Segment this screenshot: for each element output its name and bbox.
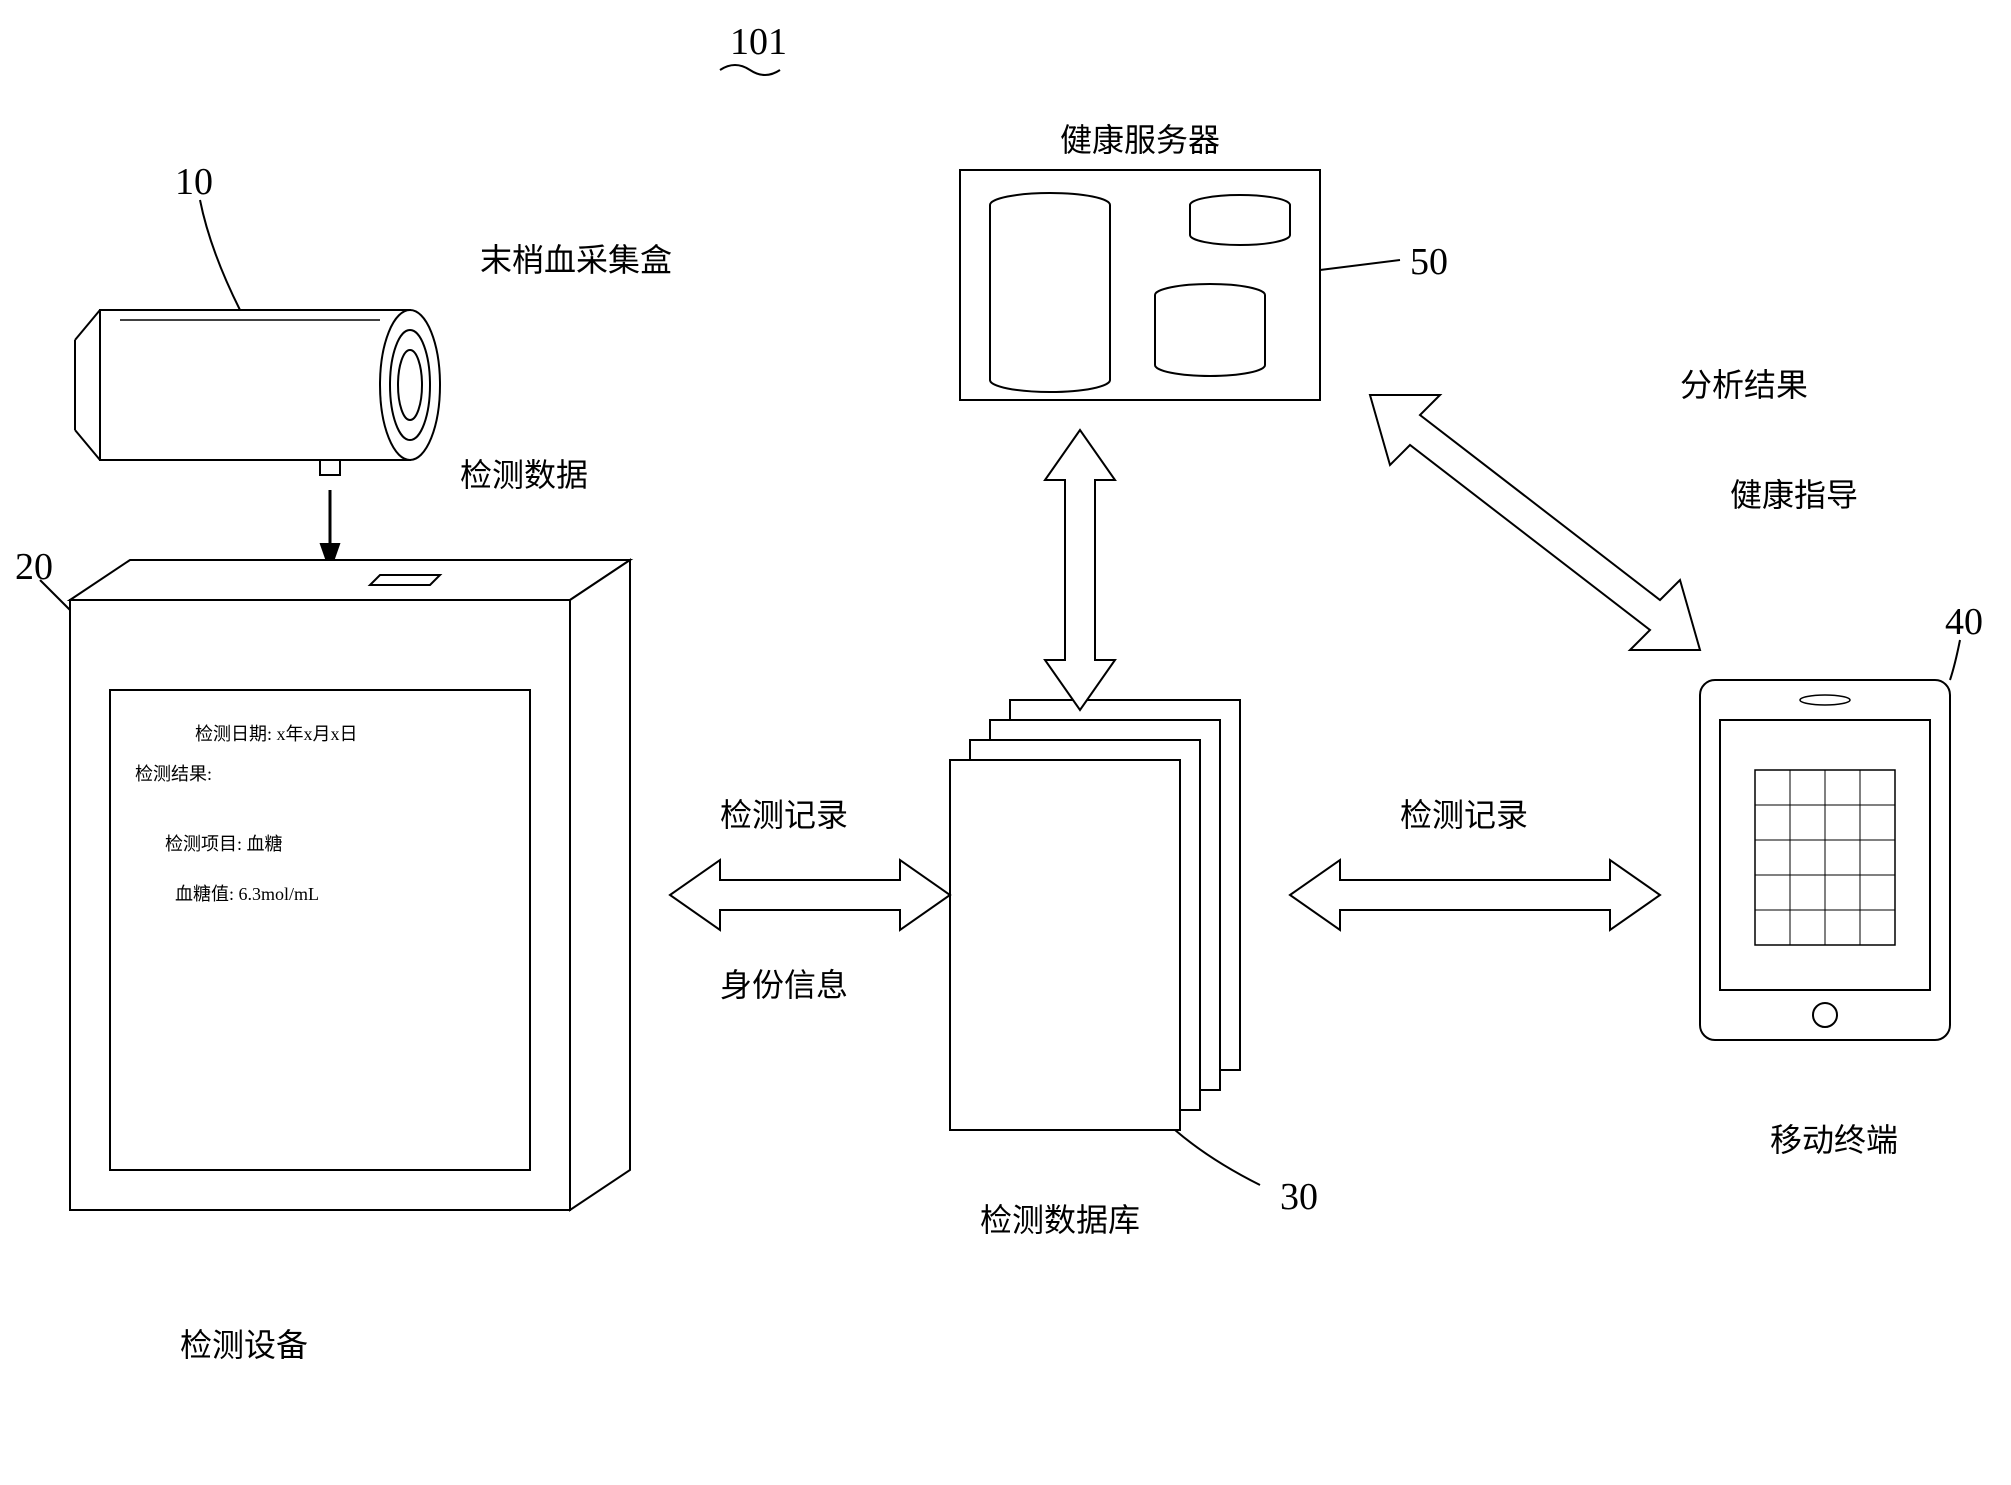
label-collector: 末梢血采集盒	[480, 235, 672, 281]
label-detection-data: 检测数据	[460, 450, 588, 496]
label-analysis: 分析结果	[1680, 360, 1808, 406]
label-server: 健康服务器	[1060, 115, 1220, 161]
system-diagram: 101 10 20 30 40 50 末梢血采集盒 检测数据 检测设备 健康服务…	[0, 0, 2011, 1485]
ref-10: 10	[175, 160, 213, 204]
device-result-label: 检测结果:	[135, 760, 212, 786]
label-health-guide: 健康指导	[1730, 470, 1858, 516]
arrow-server-terminal	[1370, 395, 1700, 650]
arrow-database-terminal	[1290, 860, 1660, 930]
terminal-svg	[1700, 680, 1950, 1040]
label-records-left: 检测记录	[720, 790, 848, 836]
collector-box-svg	[75, 310, 440, 475]
label-device: 检测设备	[180, 1320, 308, 1366]
device-item: 检测项目: 血糖	[165, 830, 283, 856]
ref-20: 20	[15, 545, 53, 589]
device-date: 检测日期: x年x月x日	[195, 720, 358, 746]
label-records-right: 检测记录	[1400, 790, 1528, 836]
ref-50: 50	[1410, 240, 1448, 284]
device-box-svg	[70, 560, 630, 1210]
arrow-server-database	[1045, 430, 1115, 710]
label-terminal: 移动终端	[1770, 1115, 1898, 1161]
ref-40: 40	[1945, 600, 1983, 644]
ref-30: 30	[1280, 1175, 1318, 1219]
device-value: 血糖值: 6.3mol/mL	[175, 880, 319, 906]
label-database: 检测数据库	[980, 1195, 1140, 1241]
label-identity: 身份信息	[720, 960, 848, 1006]
arrow-device-database	[670, 860, 950, 930]
figure-ref: 101	[730, 20, 787, 64]
server-box-svg	[960, 170, 1320, 400]
database-svg	[950, 700, 1240, 1130]
